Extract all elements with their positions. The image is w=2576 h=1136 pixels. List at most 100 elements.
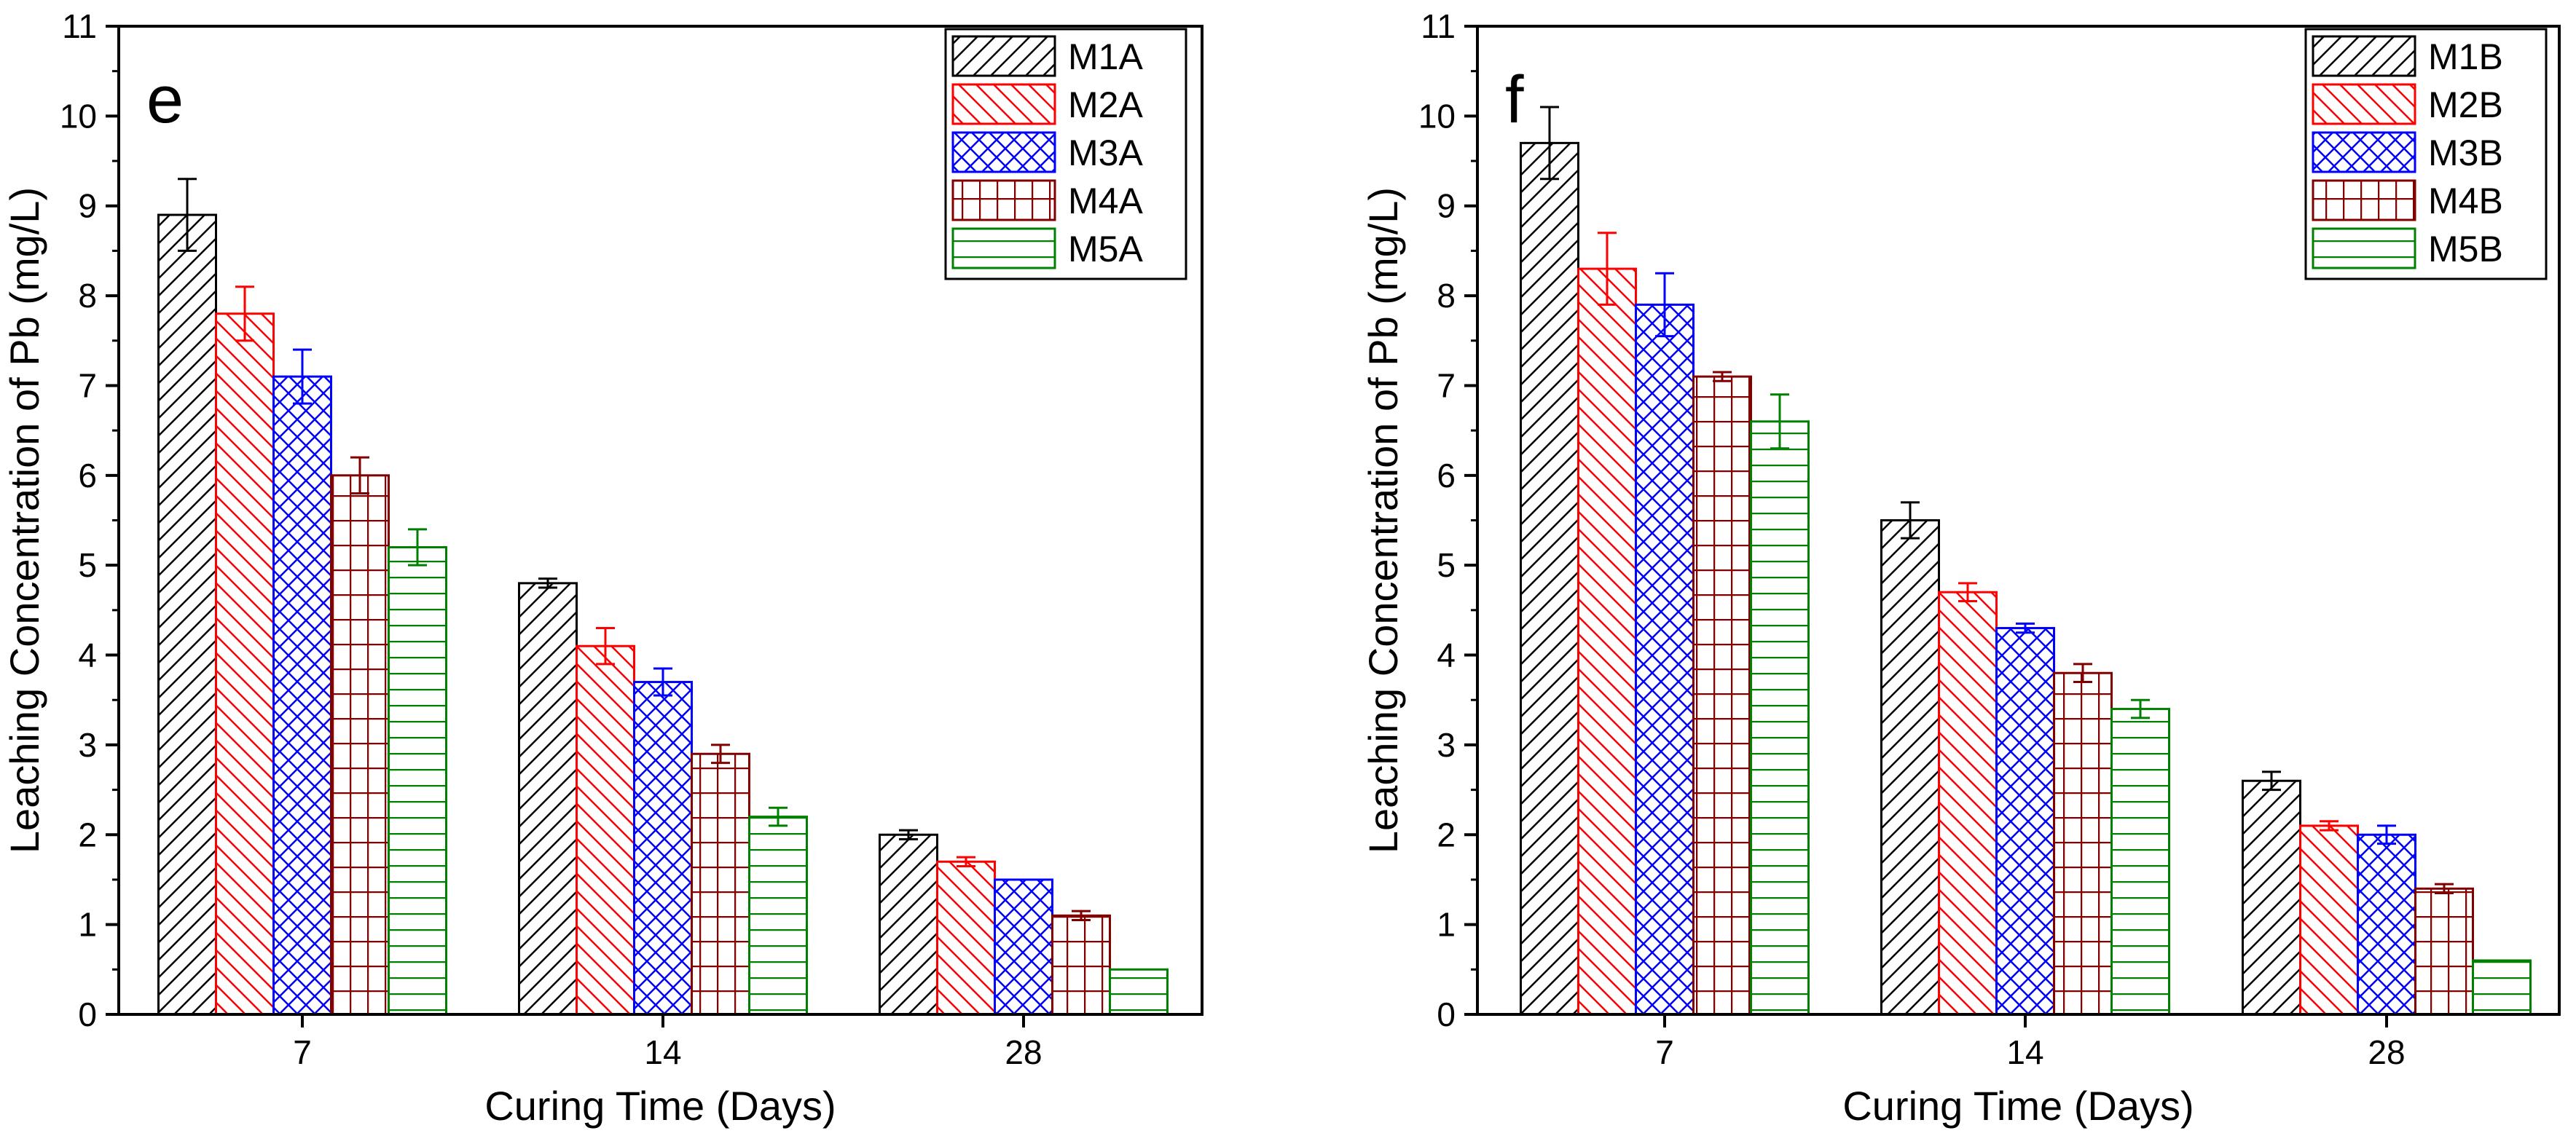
bar-M2B-28 <box>2299 824 2359 1016</box>
y-tick-label: 0 <box>78 995 97 1033</box>
y-tick-label: 10 <box>1418 97 1456 135</box>
bar-M3B-28 <box>2357 833 2416 1016</box>
error-bar-M1B-14 <box>1901 501 1920 540</box>
x-axis-title: Curing Time (Days) <box>484 1083 836 1129</box>
chart-panel-f: 0 1 2 3 4 5 6 7 8 9 10 11 7 14 28 Curing Time (Days) Lea… <box>1360 7 2561 1129</box>
y-tick-label: 7 <box>78 366 97 404</box>
legend-label-M2B: M2B <box>2428 84 2503 125</box>
chart-panel-e: 0 1 2 3 4 5 6 7 8 9 10 11 7 14 28 Curing Time (Days) Lea… <box>1 7 1203 1129</box>
y-tick-label: 4 <box>78 636 97 674</box>
bar-M4B-7 <box>1692 375 1752 1016</box>
legend-swatch-M4B <box>2312 179 2416 221</box>
bar-M5A-7 <box>388 546 447 1016</box>
y-axis-title: Leaching Concentration of Pb (mg/L) <box>1360 187 1406 853</box>
x-tick-label-7: 7 <box>1655 1033 1674 1071</box>
bar-M5B-7 <box>1750 420 1810 1016</box>
bar-M4B-28 <box>2414 887 2474 1016</box>
bar-M1B-14 <box>1880 519 1940 1016</box>
bar-M4A-28 <box>1051 914 1111 1016</box>
x-tick-label-28: 28 <box>2368 1033 2405 1071</box>
error-bar-M1A-14 <box>538 577 557 589</box>
bar-M2A-7 <box>215 312 275 1016</box>
bar-M3A-7 <box>272 375 332 1016</box>
y-tick-label: 8 <box>1437 277 1456 315</box>
x-axis-title: Curing Time (Days) <box>1842 1083 2194 1129</box>
y-tick-label: 9 <box>1437 187 1456 225</box>
error-bar-M2B-28 <box>2320 820 2339 832</box>
x-tick-label-14: 14 <box>2006 1033 2043 1071</box>
bar-M2B-7 <box>1577 267 1637 1016</box>
bar-M3B-7 <box>1635 303 1695 1016</box>
error-bar-M2B-14 <box>1958 582 1977 603</box>
y-tick-label: 11 <box>1421 7 1456 45</box>
y-tick-label: 7 <box>1437 366 1456 404</box>
legend: M1A M2A M3A M4A M5A <box>944 28 1187 280</box>
legend-swatch-M2A <box>951 83 1056 125</box>
legend-swatch-M5B <box>2312 227 2416 269</box>
y-tick-label: 6 <box>78 457 97 494</box>
error-bar-M1A-28 <box>899 829 918 840</box>
y-tick-label: 2 <box>1437 816 1456 853</box>
error-bar-M2A-7 <box>235 285 254 342</box>
bar-M3A-28 <box>994 878 1053 1016</box>
y-tick-label: 5 <box>78 546 97 584</box>
bar-M5A-28 <box>1109 968 1169 1016</box>
error-bar-M4B-7 <box>1713 371 1732 382</box>
legend-label-M2A: M2A <box>1068 84 1143 125</box>
legend-label-M4A: M4A <box>1068 181 1143 221</box>
bar-M1A-28 <box>879 833 938 1016</box>
y-tick-label: 3 <box>1437 726 1456 764</box>
y-axis-title: Leaching Concentration of Pb (mg/L) <box>1 187 47 853</box>
bar-M1B-28 <box>2242 779 2301 1016</box>
error-bar-M4A-28 <box>1072 910 1091 921</box>
legend-label-M1A: M1A <box>1068 36 1143 77</box>
y-tick-label: 1 <box>78 906 97 944</box>
legend-swatch-M5A <box>951 227 1056 269</box>
error-bar-M2B-7 <box>1598 232 1617 306</box>
error-bar-M3B-7 <box>1655 272 1674 338</box>
error-bar-M3A-14 <box>653 667 672 697</box>
error-bar-M1B-28 <box>2262 770 2281 792</box>
legend-swatch-M2B <box>2312 83 2416 125</box>
legend-label-M3B: M3B <box>2428 133 2503 173</box>
error-bar-M3B-14 <box>2016 622 2035 634</box>
error-bar-M5B-14 <box>2131 698 2150 719</box>
legend-swatch-M1A <box>951 35 1056 77</box>
bar-M2B-14 <box>1938 591 1998 1016</box>
legend: M1B M2B M3B M4B M5B <box>2304 28 2548 280</box>
x-tick-label-14: 14 <box>644 1033 681 1071</box>
bar-M3B-14 <box>1995 627 2055 1016</box>
panel-label: e <box>146 63 184 137</box>
legend-swatch-M1B <box>2312 35 2416 77</box>
bar-M3A-14 <box>633 681 693 1016</box>
bar-M2A-14 <box>576 644 635 1016</box>
x-tick-label-28: 28 <box>1005 1033 1042 1071</box>
y-tick-label: 8 <box>78 277 97 315</box>
error-bar-M4B-28 <box>2435 883 2454 894</box>
y-tick-label: 2 <box>78 816 97 853</box>
bar-M5A-14 <box>748 816 808 1016</box>
y-tick-label: 11 <box>62 7 97 45</box>
error-bar-M1B-7 <box>1540 106 1559 181</box>
bar-M4A-7 <box>330 474 390 1016</box>
y-tick-label: 5 <box>1437 546 1456 584</box>
error-bar-M2A-28 <box>957 856 975 867</box>
panel-label: f <box>1505 63 1524 137</box>
error-bar-M5A-14 <box>769 806 788 827</box>
error-bar-M1A-7 <box>178 178 197 252</box>
bar-M4A-14 <box>691 752 750 1016</box>
bar-M5B-28 <box>2472 959 2532 1016</box>
bar-M1A-14 <box>518 582 578 1016</box>
y-tick-label: 6 <box>1437 457 1456 494</box>
y-tick-label: 3 <box>78 726 97 764</box>
x-tick-label-7: 7 <box>293 1033 312 1071</box>
y-tick-label: 10 <box>60 97 97 135</box>
error-bar-M2A-14 <box>596 627 615 666</box>
legend-label-M3A: M3A <box>1068 133 1143 173</box>
y-tick-label: 9 <box>78 187 97 225</box>
y-tick-label: 4 <box>1437 636 1456 674</box>
legend-label-M1B: M1B <box>2428 36 2503 77</box>
legend-swatch-M3A <box>951 131 1056 173</box>
legend-swatch-M4A <box>951 179 1056 221</box>
error-bar-M4A-7 <box>350 456 369 494</box>
